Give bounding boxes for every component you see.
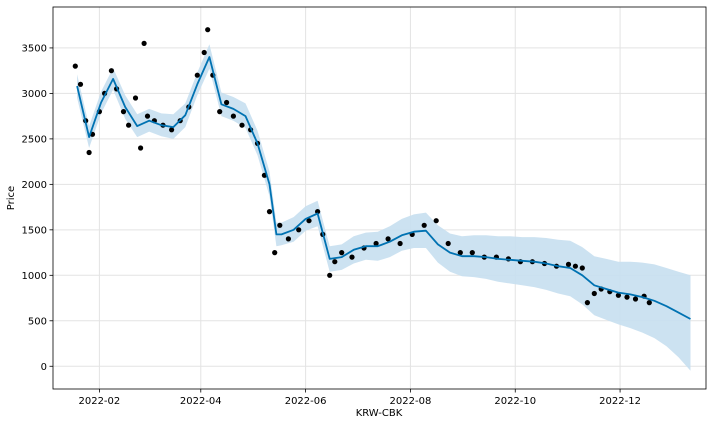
observed-point [397,240,403,247]
observed-point [615,292,622,298]
x-tick-label: 2022-12 [599,396,641,407]
observed-point [285,236,291,242]
observed-point [565,261,572,267]
y-tick-label: 1500 [22,225,47,236]
observed-point [421,222,427,228]
observed-point [201,49,207,56]
observed-point [266,209,273,215]
observed-point [239,122,245,128]
observed-point [144,113,151,119]
observed-point [138,145,144,151]
observed-point [72,63,78,69]
observed-point [646,300,652,306]
y-tick-label: 500 [28,316,47,327]
forecast-line [76,56,691,320]
x-tick-label: 2022-08 [390,396,432,407]
forecast-line-layer [76,56,691,320]
observed-point [141,40,147,47]
x-axis-title: KRW-CBK [356,408,403,419]
observed-point [126,122,132,128]
observed-point [373,240,379,247]
observed-point [433,218,439,224]
observed-point [120,109,127,115]
observed-point [457,250,463,256]
x-tick-label: 2022-10 [494,396,536,407]
x-tick-label: 2022-06 [285,396,327,407]
observed-point [86,149,92,156]
y-tick-label: 2000 [22,180,47,191]
x-axis-ticks: 2022-02 2022-04 2022-06 2022-08 2022-10 2022-… [78,389,641,407]
observed-point [591,290,597,297]
observed-point [217,109,223,115]
y-tick-label: 2500 [22,134,47,145]
y-tick-label: 3000 [22,89,47,100]
grid [53,7,706,389]
observed-point [339,250,345,256]
y-tick-label: 0 [41,362,47,373]
observed-point [469,250,475,256]
observed-point [77,81,84,87]
y-axis-ticks: 0 500 1000 1500 2000 2500 3000 3500 [22,43,53,373]
observed-point [230,113,236,119]
observed-point [327,272,333,278]
observed-point [572,263,579,269]
y-axis-title: Price [6,186,17,210]
observed-point [624,294,630,300]
observed-point [108,68,114,74]
y-tick-label: 3500 [22,43,47,54]
x-tick-label: 2022-02 [78,396,120,407]
observed-point [579,265,585,271]
observed-point [332,259,338,265]
observed-point [315,209,321,215]
y-tick-label: 1000 [22,271,47,282]
observed-point [632,296,639,302]
plot-frame [52,6,707,390]
observed-point [169,127,175,133]
observed-point [296,227,302,233]
observed-point [132,95,139,101]
observed-point [445,240,451,247]
observed-point [277,222,283,228]
observed-point [224,99,230,106]
axes-frame [52,6,707,390]
observed-point [205,27,211,33]
x-tick-label: 2022-04 [180,396,222,407]
observed-point [306,218,312,224]
observed-point [194,72,200,78]
observed-point [385,236,391,242]
observed-point [584,300,591,306]
observed-point [272,250,278,256]
observed-point [349,254,355,260]
